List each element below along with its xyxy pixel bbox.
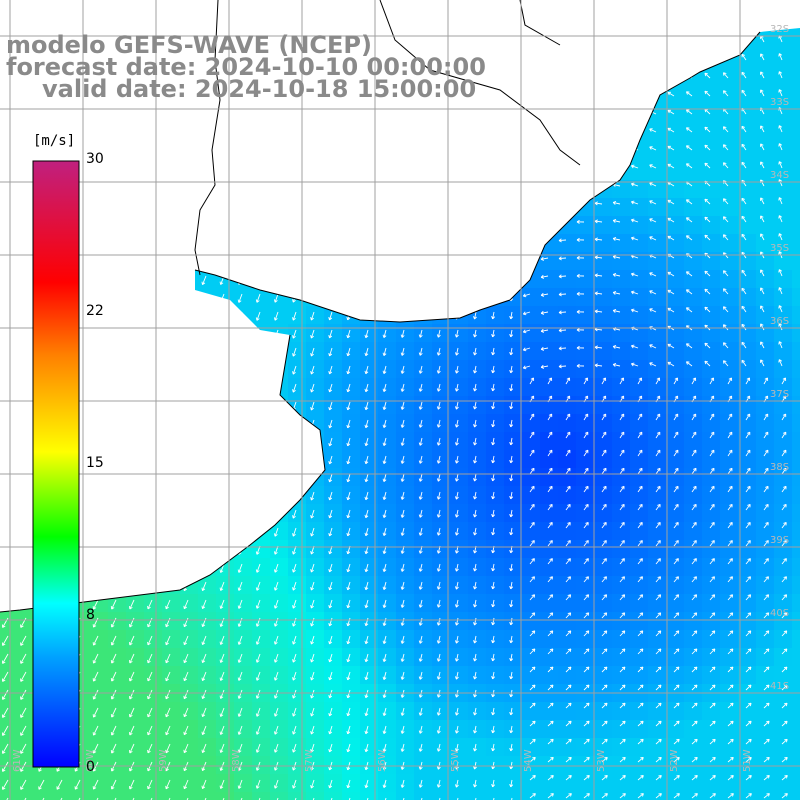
- lon-label: 53W: [596, 749, 607, 772]
- lon-label: 54W: [523, 749, 534, 772]
- colorbar-tick-30: 30: [86, 151, 104, 167]
- valid-date: valid date: 2024-10-18 15:00:00: [42, 75, 477, 103]
- colorbar-gradient: [32, 160, 80, 768]
- lon-label: 56W: [377, 749, 388, 772]
- colorbar-unit: [m/s]: [33, 133, 76, 149]
- lon-label: 59W: [158, 749, 169, 772]
- model-title: modelo GEFS-WAVE (NCEP): [6, 31, 372, 59]
- forecast-date: forecast date: 2024-10-10 00:00:00: [6, 53, 486, 81]
- lon-label: 58W: [231, 749, 242, 772]
- colorbar: [32, 160, 80, 768]
- lon-label: 57W: [304, 749, 315, 772]
- grid-tick-labels: 61W 60W 59W 58W 57W 56W 55W 54W 53W 52W 51W 32S 33S 3…: [12, 24, 789, 772]
- lat-label: 36S: [770, 316, 789, 327]
- lon-label: 52W: [669, 749, 680, 772]
- lon-label: 60W: [85, 749, 96, 772]
- lon-label: 55W: [450, 749, 461, 772]
- lon-label: 51W: [742, 749, 753, 772]
- lat-label: 38S: [770, 462, 789, 473]
- lat-label: 35S: [770, 243, 789, 254]
- lat-label: 34S: [770, 170, 789, 181]
- colorbar-tick-22: 22: [86, 303, 104, 319]
- colorbar-tick-15: 15: [86, 455, 104, 471]
- lat-label: 39S: [770, 535, 789, 546]
- lon-label: 61W: [12, 749, 23, 772]
- lat-label: 40S: [770, 608, 789, 619]
- colorbar-tick-8: 8: [86, 607, 95, 623]
- lat-label: 37S: [770, 389, 789, 400]
- lat-label: 32S: [770, 24, 789, 35]
- land-mask: [0, 0, 761, 613]
- lat-label: 41S: [770, 681, 789, 692]
- lat-label: 33S: [770, 97, 789, 108]
- colorbar-tick-0: 0: [86, 759, 95, 775]
